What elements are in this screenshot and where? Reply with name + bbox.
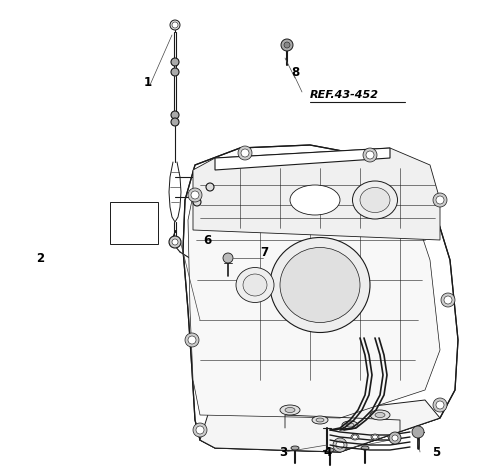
Ellipse shape bbox=[312, 416, 328, 424]
Ellipse shape bbox=[346, 423, 354, 427]
Ellipse shape bbox=[342, 421, 358, 429]
Ellipse shape bbox=[280, 247, 360, 322]
Circle shape bbox=[223, 253, 233, 263]
Text: 7: 7 bbox=[260, 245, 268, 259]
Ellipse shape bbox=[370, 410, 390, 420]
Ellipse shape bbox=[352, 181, 397, 219]
Circle shape bbox=[336, 441, 344, 449]
Ellipse shape bbox=[361, 446, 369, 450]
Circle shape bbox=[196, 426, 204, 434]
Circle shape bbox=[444, 296, 452, 304]
Polygon shape bbox=[183, 145, 458, 452]
Ellipse shape bbox=[290, 185, 340, 215]
Circle shape bbox=[185, 333, 199, 347]
Polygon shape bbox=[200, 400, 440, 452]
Circle shape bbox=[433, 193, 447, 207]
Circle shape bbox=[389, 432, 401, 444]
Polygon shape bbox=[215, 148, 390, 170]
Ellipse shape bbox=[326, 448, 334, 452]
Ellipse shape bbox=[352, 435, 358, 439]
Ellipse shape bbox=[285, 407, 295, 413]
Circle shape bbox=[363, 148, 377, 162]
Polygon shape bbox=[188, 155, 440, 418]
Circle shape bbox=[281, 39, 293, 51]
Circle shape bbox=[171, 58, 179, 66]
Circle shape bbox=[241, 149, 249, 157]
Ellipse shape bbox=[316, 418, 324, 422]
Circle shape bbox=[172, 239, 178, 245]
Ellipse shape bbox=[389, 435, 395, 439]
Circle shape bbox=[436, 196, 444, 204]
Circle shape bbox=[171, 111, 179, 119]
Text: REF.43-452: REF.43-452 bbox=[310, 90, 379, 100]
Circle shape bbox=[412, 426, 424, 438]
Circle shape bbox=[433, 398, 447, 412]
Circle shape bbox=[191, 191, 199, 199]
Circle shape bbox=[333, 438, 347, 452]
Text: 4: 4 bbox=[324, 446, 332, 458]
Circle shape bbox=[171, 118, 179, 126]
Circle shape bbox=[171, 68, 179, 76]
Ellipse shape bbox=[372, 435, 377, 439]
Ellipse shape bbox=[351, 434, 359, 440]
Text: 5: 5 bbox=[432, 446, 440, 458]
Circle shape bbox=[193, 198, 201, 206]
Circle shape bbox=[238, 146, 252, 160]
Circle shape bbox=[188, 336, 196, 344]
Circle shape bbox=[441, 293, 455, 307]
Ellipse shape bbox=[388, 434, 396, 440]
Text: 1: 1 bbox=[144, 76, 152, 89]
Ellipse shape bbox=[375, 413, 385, 418]
Text: 3: 3 bbox=[279, 446, 287, 458]
Circle shape bbox=[169, 236, 181, 248]
Circle shape bbox=[436, 401, 444, 409]
Circle shape bbox=[392, 435, 398, 441]
Bar bbox=[110, 202, 158, 244]
Text: 2: 2 bbox=[36, 252, 44, 264]
Circle shape bbox=[284, 42, 290, 48]
Ellipse shape bbox=[270, 237, 370, 332]
Circle shape bbox=[206, 183, 214, 191]
Ellipse shape bbox=[243, 274, 267, 296]
Circle shape bbox=[193, 423, 207, 437]
Text: 6: 6 bbox=[203, 234, 211, 246]
Ellipse shape bbox=[291, 446, 299, 450]
Circle shape bbox=[170, 20, 180, 30]
Ellipse shape bbox=[236, 268, 274, 303]
Circle shape bbox=[172, 22, 178, 28]
Circle shape bbox=[366, 151, 374, 159]
Circle shape bbox=[188, 188, 202, 202]
Polygon shape bbox=[193, 148, 440, 240]
Ellipse shape bbox=[360, 187, 390, 212]
Ellipse shape bbox=[371, 434, 379, 440]
Text: 8: 8 bbox=[291, 66, 299, 78]
Ellipse shape bbox=[280, 405, 300, 415]
